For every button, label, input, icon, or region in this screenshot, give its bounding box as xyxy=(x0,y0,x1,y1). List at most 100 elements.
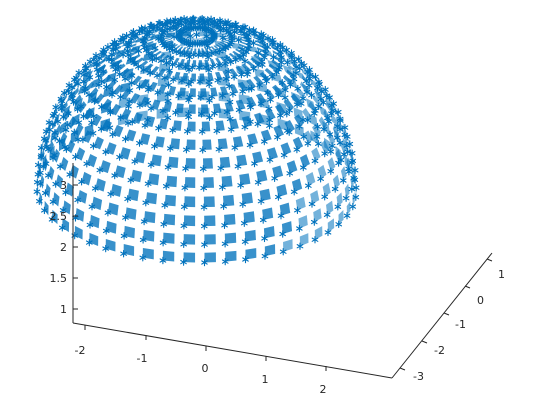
surface-patch xyxy=(302,107,312,121)
surface-patch xyxy=(187,121,196,132)
data-point-marker xyxy=(215,61,223,70)
data-point-marker xyxy=(345,167,353,176)
surface-patch xyxy=(71,87,79,99)
data-point-marker xyxy=(144,179,152,188)
data-point-marker xyxy=(334,203,342,211)
data-point-marker xyxy=(182,164,189,173)
surface-patch xyxy=(301,68,310,79)
data-point-marker xyxy=(256,81,263,89)
data-point-marker xyxy=(292,63,300,71)
data-point-marker xyxy=(286,169,294,178)
surface-patch xyxy=(224,213,236,226)
z-tick-label: 2.5 xyxy=(50,210,68,223)
surface-patch xyxy=(162,40,173,45)
surface-patch xyxy=(43,156,49,172)
data-point-marker xyxy=(131,157,139,166)
data-point-marker xyxy=(221,221,228,230)
data-point-marker xyxy=(198,110,205,118)
surface-patch xyxy=(183,23,189,26)
data-point-marker xyxy=(169,126,177,134)
surface-patch xyxy=(202,158,213,169)
surface-patch xyxy=(237,46,248,52)
hemisphere-surface xyxy=(33,14,360,267)
surface-patch xyxy=(294,56,305,66)
surface-patch xyxy=(244,229,256,242)
data-point-marker xyxy=(182,63,189,71)
surface-patch xyxy=(52,115,59,129)
surface-patch xyxy=(331,99,339,113)
data-point-marker xyxy=(120,232,128,240)
data-point-marker xyxy=(200,222,208,230)
surface-patch xyxy=(189,48,193,55)
surface-patch xyxy=(65,182,75,197)
surface-patch xyxy=(189,88,196,98)
data-point-marker xyxy=(195,63,203,72)
surface-patch xyxy=(185,59,191,68)
surface-patch xyxy=(259,71,270,82)
data-point-marker xyxy=(120,249,127,258)
surface-patch xyxy=(105,142,117,155)
surface-patch xyxy=(287,64,297,74)
surface-patch xyxy=(244,30,255,34)
data-point-marker xyxy=(294,206,301,215)
data-point-marker xyxy=(308,200,316,208)
surface-patch xyxy=(325,93,332,106)
surface-patch xyxy=(340,140,346,155)
data-point-marker xyxy=(247,103,254,111)
data-point-marker xyxy=(109,60,117,69)
surface-patch xyxy=(262,207,274,220)
data-point-marker xyxy=(197,93,205,101)
data-point-marker xyxy=(180,203,188,211)
surface-patch xyxy=(332,174,340,189)
data-point-marker xyxy=(172,108,179,117)
surface-patch xyxy=(156,52,166,60)
data-point-marker xyxy=(148,52,156,60)
surface-patch xyxy=(179,23,186,27)
surface-patch xyxy=(198,27,203,32)
surface-patch xyxy=(335,115,341,130)
data-point-marker xyxy=(155,124,162,132)
surface-patch xyxy=(265,108,276,121)
surface-patch xyxy=(276,184,288,198)
surface-patch xyxy=(204,32,214,34)
data-point-marker xyxy=(327,147,335,156)
surface-patch xyxy=(281,47,292,56)
surface-patch xyxy=(201,29,209,33)
surface-patch xyxy=(279,202,291,216)
surface-patch xyxy=(267,59,279,70)
surface-patch xyxy=(131,75,142,85)
data-point-marker xyxy=(124,195,132,203)
data-point-marker xyxy=(274,133,281,141)
surface-patch xyxy=(83,107,94,120)
data-point-marker xyxy=(98,103,105,111)
surface-patch xyxy=(303,130,314,144)
surface-patch xyxy=(185,28,193,32)
data-point-marker xyxy=(180,258,187,266)
surface-patch xyxy=(204,234,216,245)
surface-patch xyxy=(120,108,132,120)
surface-patch xyxy=(135,36,146,43)
surface-patch xyxy=(39,191,43,207)
surface-patch xyxy=(287,58,297,68)
surface-patch xyxy=(112,124,124,138)
surface-patch xyxy=(125,129,137,142)
surface-patch xyxy=(202,30,212,33)
surface-patch xyxy=(171,25,180,29)
data-point-marker xyxy=(277,211,285,220)
surface-patch xyxy=(148,173,160,186)
data-point-marker xyxy=(70,128,78,137)
y-tick-mark xyxy=(486,258,493,262)
surface-patch xyxy=(252,36,263,42)
surface-patch xyxy=(119,67,130,77)
surface-patch xyxy=(83,68,92,79)
data-point-marker xyxy=(220,202,227,211)
data-point-marker xyxy=(82,84,89,92)
surface-patch xyxy=(88,87,99,99)
data-point-marker xyxy=(213,127,221,135)
data-point-marker xyxy=(161,201,169,210)
surface-patch xyxy=(101,119,112,133)
surface-patch xyxy=(352,155,356,171)
y-tick-mark xyxy=(443,312,450,316)
surface-patch xyxy=(202,139,212,150)
data-point-marker xyxy=(147,161,155,169)
